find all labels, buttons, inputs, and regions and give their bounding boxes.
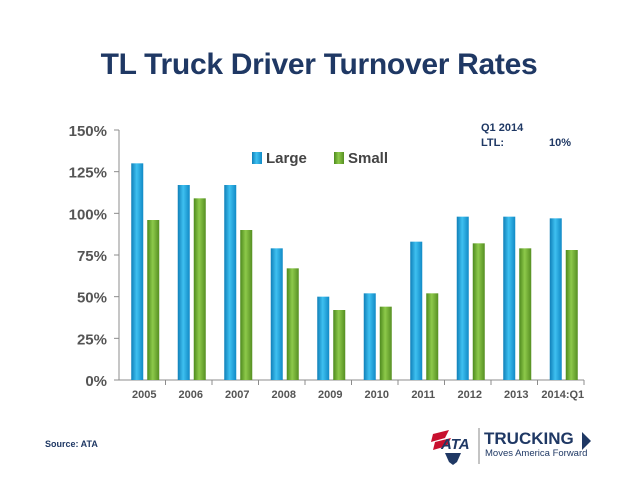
legend-label-small: Small — [348, 150, 388, 167]
bar-small-2007 — [240, 230, 253, 380]
bar-large-2005 — [131, 163, 144, 380]
bar-large-2008 — [270, 248, 283, 380]
bar-small-2006 — [193, 198, 206, 380]
y-tick-label: 25% — [77, 331, 107, 348]
y-tick-label: 75% — [77, 248, 107, 265]
x-tick-label: 2012 — [458, 389, 482, 401]
x-tick-label: 2014:Q1 — [541, 389, 584, 401]
bar-small-2014-q1 — [565, 250, 578, 380]
logo-tagline: Moves America Forward — [485, 448, 587, 459]
x-tick-label: 2013 — [504, 389, 528, 401]
logo-name: TRUCKING — [484, 429, 574, 448]
bar-large-2007 — [224, 185, 237, 380]
arrow-icon — [582, 432, 591, 450]
source-label: Source: ATA — [45, 439, 98, 449]
x-tick-label: 2005 — [132, 389, 156, 401]
bar-large-2009 — [317, 296, 330, 380]
flag-icon — [431, 430, 451, 450]
y-tick-label: 0% — [85, 373, 107, 390]
y-tick-label: 150% — [69, 123, 107, 140]
bar-small-2011 — [426, 293, 439, 380]
bar-small-2005 — [147, 220, 160, 380]
bar-large-2010 — [363, 293, 376, 380]
x-tick-label: 2009 — [318, 389, 342, 401]
x-tick-label: 2008 — [272, 389, 296, 401]
legend-label-large: Large — [266, 150, 307, 167]
note-value: 10% — [548, 137, 571, 149]
legend-swatch-small — [334, 152, 344, 164]
bar-small-2009 — [333, 310, 346, 380]
logo-mark: ATA — [440, 436, 470, 453]
y-tick-label: 100% — [69, 206, 107, 223]
bar-large-2012 — [456, 216, 469, 380]
legend-swatch-large — [252, 152, 262, 164]
bar-small-2010 — [379, 306, 392, 380]
bar-small-2008 — [286, 268, 299, 380]
q1-2014-note: Q1 2014 LTL: 10% — [481, 121, 571, 151]
x-tick-label: 2011 — [411, 389, 435, 401]
x-tick-label: 2007 — [225, 389, 249, 401]
bar-large-2013 — [503, 216, 516, 380]
bar-small-2012 — [472, 243, 485, 380]
x-tick-label: 2006 — [179, 389, 203, 401]
bar-large-2011 — [410, 241, 423, 380]
shield-icon — [445, 453, 461, 465]
bar-small-2013 — [519, 248, 532, 380]
bar-large-2006 — [177, 185, 190, 380]
bar-large-2014-q1 — [549, 218, 562, 380]
x-tick-label: 2010 — [365, 389, 389, 401]
note-period: Q1 2014 — [481, 122, 524, 134]
ata-trucking-logo: ATA TRUCKING Moves America Forward — [431, 428, 591, 465]
note-label: LTL: — [481, 137, 505, 149]
slide-title: TL Truck Driver Turnover Rates — [100, 48, 538, 81]
y-tick-label: 50% — [77, 290, 107, 307]
y-tick-label: 125% — [69, 165, 107, 182]
note-ltl-row: LTL: 10% — [481, 136, 571, 151]
